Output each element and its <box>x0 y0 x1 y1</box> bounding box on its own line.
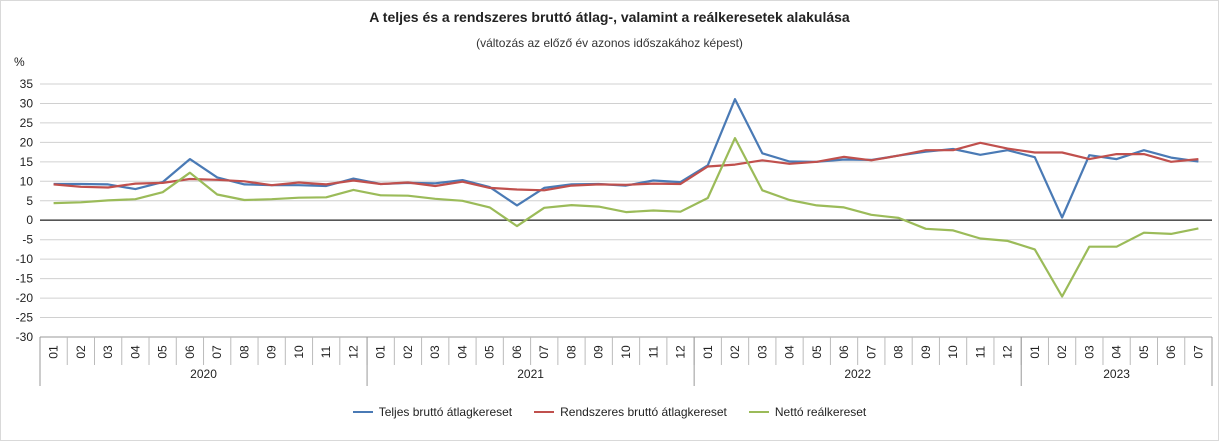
legend-label: Nettó reálkereset <box>774 405 867 419</box>
x-tick-label: 02 <box>1055 345 1069 359</box>
x-tick-label: 07 <box>1191 345 1205 359</box>
x-tick-label: 04 <box>128 345 142 359</box>
x-tick-label: 04 <box>455 345 469 359</box>
x-tick-label: 09 <box>265 345 279 359</box>
x-tick-label: 06 <box>510 345 524 359</box>
legend-label: Teljes bruttó átlagkereset <box>378 405 513 419</box>
legend-swatch <box>748 411 769 413</box>
year-label: 2023 <box>1103 367 1130 381</box>
x-tick-label: 03 <box>428 345 442 359</box>
x-tick-label: 05 <box>483 345 497 359</box>
y-tick-label: 15 <box>20 155 34 169</box>
legend-swatch <box>534 411 555 413</box>
y-tick-label: 25 <box>20 116 34 130</box>
x-tick-label: 02 <box>401 345 415 359</box>
x-tick-label: 01 <box>701 345 715 359</box>
chart-legend: Teljes bruttó átlagkereset Rendszeres br… <box>0 405 1219 419</box>
chart-subtitle: (változás az előző év azonos időszakához… <box>476 36 743 50</box>
x-tick-label: 05 <box>810 345 824 359</box>
y-tick-label: 5 <box>26 194 33 208</box>
y-tick-label: 0 <box>26 213 33 227</box>
x-tick-label: 03 <box>101 345 115 359</box>
y-tick-label: 20 <box>20 135 34 149</box>
x-tick-label: 11 <box>646 345 660 358</box>
x-tick-label: 10 <box>619 345 633 359</box>
x-tick-label: 09 <box>919 345 933 359</box>
x-tick-label: 07 <box>210 345 224 359</box>
chart-title: A teljes és a rendszeres bruttó átlag-, … <box>369 9 850 25</box>
x-tick-label: 11 <box>973 345 987 358</box>
x-tick-label: 08 <box>237 345 251 359</box>
year-label: 2022 <box>844 367 871 381</box>
legend-item: Teljes bruttó átlagkereset <box>352 405 513 419</box>
series-line <box>53 98 1199 219</box>
x-tick-label: 12 <box>1001 345 1015 359</box>
x-tick-label: 07 <box>864 345 878 359</box>
y-tick-label: -5 <box>22 233 33 247</box>
x-tick-label: 05 <box>1137 345 1151 359</box>
year-label: 2021 <box>517 367 544 381</box>
x-tick-label: 01 <box>1028 345 1042 359</box>
x-tick-label: 10 <box>946 345 960 359</box>
legend-item: Nettó reálkereset <box>748 405 867 419</box>
x-tick-label: 12 <box>674 345 688 359</box>
y-tick-label: -20 <box>16 291 34 305</box>
x-tick-label: 04 <box>783 345 797 359</box>
x-tick-label: 01 <box>47 345 61 359</box>
series-line <box>53 141 1199 192</box>
x-tick-label: 11 <box>319 345 333 358</box>
y-tick-label: 30 <box>20 96 34 110</box>
x-tick-label: 06 <box>183 345 197 359</box>
y-tick-label: -25 <box>16 311 34 325</box>
x-tick-label: 01 <box>374 345 388 359</box>
year-label: 2020 <box>190 367 217 381</box>
x-tick-label: 03 <box>1082 345 1096 359</box>
x-tick-label: 03 <box>755 345 769 359</box>
series-line <box>53 137 1199 298</box>
x-tick-label: 08 <box>892 345 906 359</box>
x-tick-label: 05 <box>156 345 170 359</box>
legend-swatch <box>352 411 373 413</box>
x-tick-label: 08 <box>564 345 578 359</box>
x-tick-label: 07 <box>537 345 551 359</box>
legend-label: Rendszeres bruttó átlagkereset <box>560 405 727 419</box>
y-axis-unit-label: % <box>14 55 25 69</box>
x-tick-label: 09 <box>592 345 606 359</box>
x-tick-label: 06 <box>1164 345 1178 359</box>
x-tick-label: 02 <box>74 345 88 359</box>
x-tick-label: 06 <box>837 345 851 359</box>
x-tick-label: 12 <box>346 345 360 359</box>
x-tick-label: 10 <box>292 345 306 359</box>
x-tick-label: 02 <box>728 345 742 359</box>
y-tick-label: 10 <box>20 174 34 188</box>
y-tick-label: -30 <box>16 330 34 344</box>
y-tick-label: 35 <box>20 77 34 91</box>
legend-item: Rendszeres bruttó átlagkereset <box>534 405 727 419</box>
y-tick-label: -15 <box>16 272 34 286</box>
x-tick-label: 04 <box>1110 345 1124 359</box>
y-tick-label: -10 <box>16 252 34 266</box>
